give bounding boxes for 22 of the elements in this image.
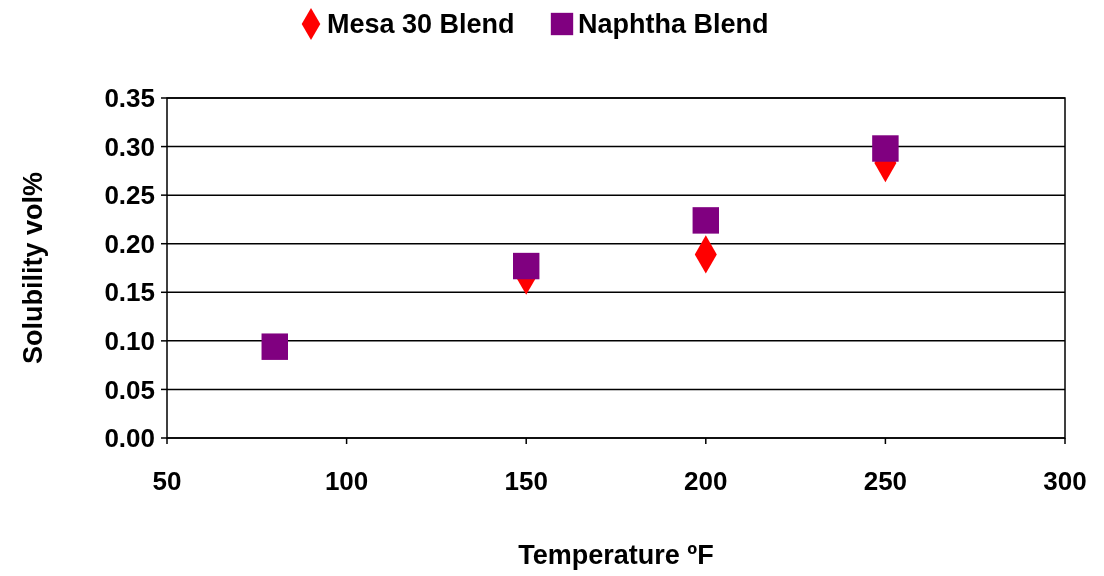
x-tick-label: 300: [1043, 466, 1087, 496]
y-tick-label: 0.20: [104, 228, 155, 259]
y-tick-label: 0.30: [104, 131, 155, 162]
x-tick-label: 100: [324, 466, 369, 496]
y-tick-label: 0.15: [104, 277, 155, 308]
legend-label: Mesa 30 Blend: [327, 9, 515, 40]
x-tick-label: 200: [684, 466, 728, 496]
legend-label: Naphtha Blend: [578, 9, 769, 40]
y-tick-label: 0.05: [104, 374, 155, 405]
point: [692, 207, 720, 234]
x-tick-label: 150: [504, 466, 548, 496]
y-tick-label: 0.35: [104, 83, 155, 114]
x-axis-title: Temperature ºF: [518, 540, 714, 570]
y-tick-label: 0.25: [104, 180, 155, 211]
point: [261, 333, 288, 360]
y-tick-label: 0.10: [104, 325, 155, 356]
point: [512, 252, 540, 280]
x-tick-label: 50: [152, 466, 182, 496]
y-axis-title: Solubility vol%: [18, 171, 48, 365]
y-tick-label: 0.00: [104, 423, 155, 454]
x-tick-label: 250: [863, 466, 908, 496]
point: [872, 135, 899, 162]
